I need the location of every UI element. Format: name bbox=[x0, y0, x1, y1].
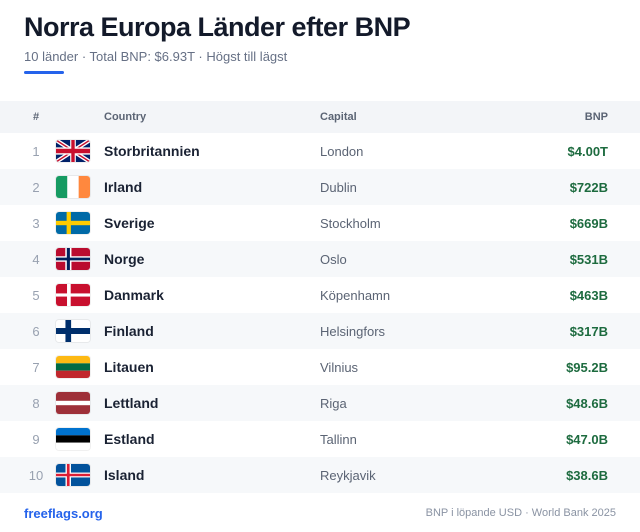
country: Litauen bbox=[104, 359, 154, 375]
flag bbox=[56, 284, 90, 306]
accent-bar bbox=[24, 71, 64, 74]
flag bbox=[56, 428, 90, 450]
row: 1 Storbritannien London $4.00T bbox=[0, 133, 640, 169]
table: # Country Capital BNP 1 Storbritannien L… bbox=[0, 101, 640, 493]
rank: 3 bbox=[32, 215, 40, 231]
gdp: $722B bbox=[569, 179, 608, 195]
capital: Reykjavik bbox=[320, 467, 376, 483]
column-header: # bbox=[32, 111, 40, 123]
header-row: # Country Capital BNP bbox=[0, 101, 640, 133]
gdp: $669B bbox=[569, 215, 608, 231]
capital: Oslo bbox=[320, 251, 347, 267]
flag bbox=[56, 320, 90, 342]
row: 10 Island Reykjavik $38.6B bbox=[0, 457, 640, 493]
capital: Tallinn bbox=[320, 431, 357, 447]
capital: London bbox=[320, 143, 364, 159]
rank: 4 bbox=[32, 251, 40, 267]
flag bbox=[56, 140, 90, 162]
flag bbox=[56, 392, 90, 414]
row: 4 Norge Oslo $531B bbox=[0, 241, 640, 277]
country: Lettland bbox=[104, 395, 159, 411]
row: 7 Litauen Vilnius $95.2B bbox=[0, 349, 640, 385]
flag bbox=[56, 464, 90, 486]
source-link[interactable]: freeflags.org bbox=[24, 506, 103, 521]
rank: 9 bbox=[32, 431, 40, 447]
gdp: $317B bbox=[569, 323, 608, 339]
subtitle: 10 länder · Total BNP: $6.93T · Högst ti… bbox=[24, 49, 288, 64]
flag bbox=[56, 176, 90, 198]
gdp: $47.0B bbox=[566, 431, 608, 447]
row: 5 Danmark Köpenhamn $463B bbox=[0, 277, 640, 313]
gdp: $463B bbox=[569, 287, 608, 303]
row: 9 Estland Tallinn $47.0B bbox=[0, 421, 640, 457]
country: Storbritannien bbox=[104, 143, 200, 159]
footnote: BNP i löpande USD · World Bank 2025 bbox=[425, 507, 616, 519]
rank: 1 bbox=[32, 143, 40, 159]
row: 3 Sverige Stockholm $669B bbox=[0, 205, 640, 241]
country: Norge bbox=[104, 251, 145, 267]
rank: 2 bbox=[32, 179, 40, 195]
country: Irland bbox=[104, 179, 143, 195]
flag bbox=[56, 356, 90, 378]
rank: 10 bbox=[28, 467, 44, 483]
column-header: Capital bbox=[320, 111, 357, 123]
column-header: Country bbox=[104, 111, 147, 123]
gdp: $38.6B bbox=[566, 467, 608, 483]
gdp: $95.2B bbox=[566, 359, 608, 375]
country: Danmark bbox=[104, 287, 164, 303]
row: 8 Lettland Riga $48.6B bbox=[0, 385, 640, 421]
title: Norra Europa Länder efter BNP bbox=[24, 12, 411, 42]
country: Sverige bbox=[104, 215, 155, 231]
capital: Helsingfors bbox=[320, 323, 386, 339]
capital: Riga bbox=[320, 395, 347, 411]
gdp: $4.00T bbox=[567, 143, 608, 159]
rank: 7 bbox=[32, 359, 40, 375]
flag bbox=[56, 248, 90, 270]
capital: Vilnius bbox=[320, 359, 359, 375]
rank: 6 bbox=[32, 323, 40, 339]
capital: Köpenhamn bbox=[320, 287, 391, 303]
flag bbox=[56, 212, 90, 234]
rank: 5 bbox=[32, 287, 40, 303]
row: 2 Irland Dublin $722B bbox=[0, 169, 640, 205]
country: Island bbox=[104, 467, 145, 483]
country: Estland bbox=[104, 431, 155, 447]
capital: Dublin bbox=[320, 179, 357, 195]
rank: 8 bbox=[32, 395, 40, 411]
gdp: $531B bbox=[569, 251, 608, 267]
column-header: BNP bbox=[584, 111, 608, 123]
country: Finland bbox=[104, 323, 154, 339]
capital: Stockholm bbox=[320, 215, 381, 231]
gdp: $48.6B bbox=[566, 395, 608, 411]
row: 6 Finland Helsingfors $317B bbox=[0, 313, 640, 349]
